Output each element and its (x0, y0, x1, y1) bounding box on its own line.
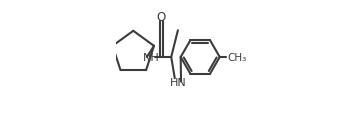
Text: NH: NH (143, 53, 159, 62)
Text: O: O (157, 11, 166, 24)
Text: CH₃: CH₃ (228, 53, 247, 62)
Text: HN: HN (169, 77, 186, 87)
